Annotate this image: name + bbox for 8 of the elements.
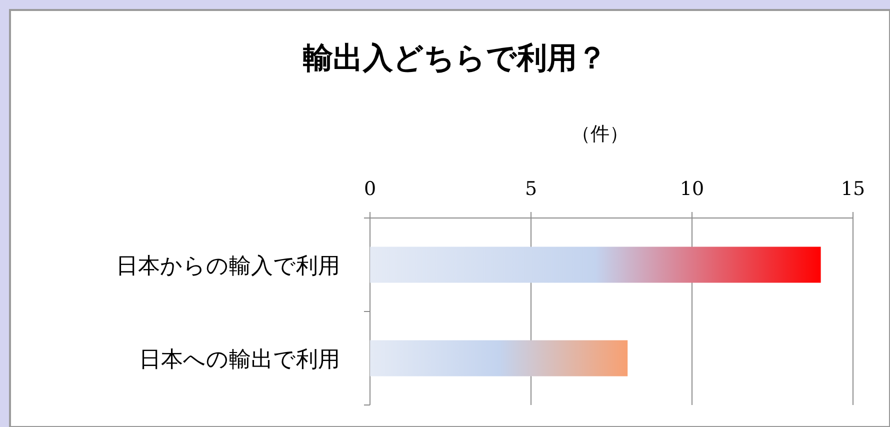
y-tick-label: 日本からの輸入で利用 — [116, 254, 340, 279]
x-tick-label: 10 — [680, 178, 704, 200]
x-tick-label: 5 — [524, 178, 538, 200]
x-axis-title: （件） — [572, 123, 628, 145]
x-tick-label: 0 — [364, 178, 376, 200]
chart-title: 輸出入どちらで利用？ — [302, 41, 607, 76]
y-tick-label: 日本への輸出で利用 — [139, 347, 340, 372]
x-tick-label: 15 — [840, 178, 866, 200]
